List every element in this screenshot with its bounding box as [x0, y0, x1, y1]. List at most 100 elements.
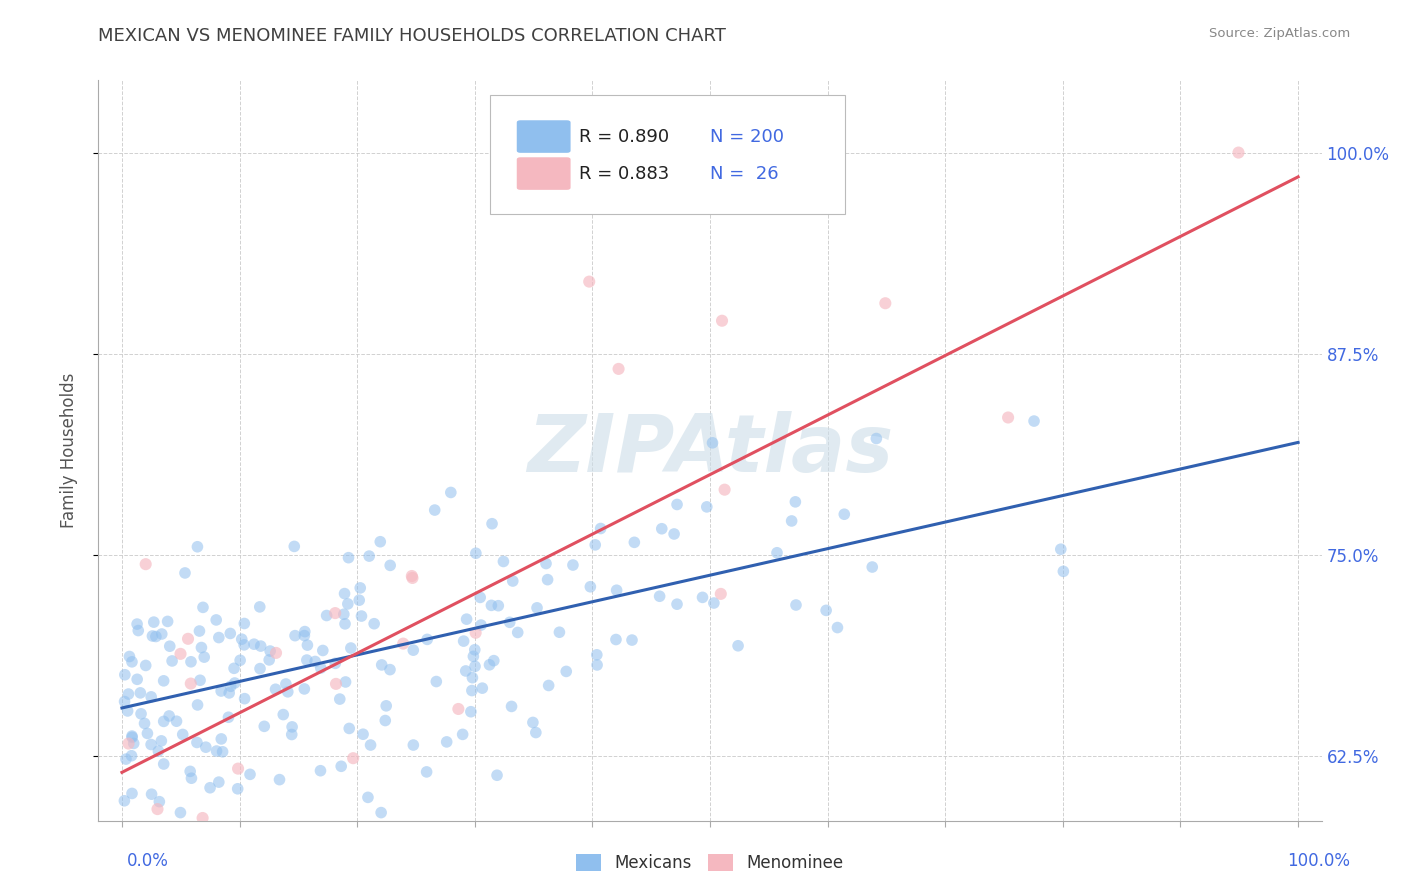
- Point: [380, 558, 402, 573]
- Point: [482, 654, 505, 668]
- Point: [347, 593, 370, 607]
- Point: [506, 625, 529, 640]
- Point: [219, 626, 242, 640]
- Point: [461, 671, 484, 685]
- Point: [464, 625, 486, 640]
- Point: [156, 615, 179, 629]
- Point: [114, 667, 136, 681]
- Point: [217, 710, 239, 724]
- Point: [224, 676, 246, 690]
- Point: [134, 716, 156, 731]
- Point: [666, 597, 689, 611]
- Point: [114, 694, 136, 708]
- Point: [536, 573, 558, 587]
- Point: [152, 714, 174, 729]
- Point: [193, 650, 215, 665]
- Point: [713, 483, 735, 497]
- Point: [122, 736, 145, 750]
- Point: [112, 794, 135, 808]
- Point: [766, 546, 789, 560]
- Point: [785, 598, 807, 612]
- Point: [264, 646, 287, 660]
- Point: [621, 633, 644, 648]
- Point: [187, 698, 209, 712]
- Text: R = 0.890: R = 0.890: [579, 128, 669, 145]
- Point: [662, 527, 685, 541]
- Point: [460, 705, 482, 719]
- Point: [205, 744, 228, 758]
- Point: [623, 535, 645, 549]
- Point: [357, 790, 380, 805]
- Point: [456, 612, 478, 626]
- Point: [257, 653, 280, 667]
- Point: [226, 781, 249, 796]
- Point: [402, 738, 425, 752]
- Point: [277, 685, 299, 699]
- Text: R = 0.883: R = 0.883: [579, 164, 669, 183]
- Point: [454, 664, 477, 678]
- Point: [297, 638, 319, 652]
- Point: [392, 637, 415, 651]
- Point: [280, 727, 302, 741]
- Point: [271, 707, 294, 722]
- Point: [211, 745, 233, 759]
- Point: [127, 673, 149, 687]
- Point: [486, 768, 509, 782]
- Point: [188, 624, 211, 638]
- Point: [727, 639, 749, 653]
- Point: [312, 643, 335, 657]
- Point: [205, 613, 228, 627]
- Point: [375, 698, 398, 713]
- Point: [451, 727, 474, 741]
- Point: [370, 805, 392, 820]
- Point: [464, 642, 486, 657]
- Point: [471, 681, 494, 695]
- Point: [208, 631, 231, 645]
- Point: [233, 616, 256, 631]
- Point: [233, 691, 256, 706]
- Point: [378, 663, 401, 677]
- Point: [586, 657, 609, 672]
- Text: MEXICAN VS MENOMINEE FAMILY HOUSEHOLDS CORRELATION CHART: MEXICAN VS MENOMINEE FAMILY HOUSEHOLDS C…: [98, 27, 727, 45]
- Point: [148, 744, 170, 758]
- Point: [325, 677, 347, 691]
- Point: [827, 621, 849, 635]
- Point: [502, 574, 524, 588]
- Point: [191, 811, 214, 825]
- Y-axis label: Family Households: Family Households: [59, 373, 77, 528]
- Point: [186, 735, 208, 749]
- Point: [141, 787, 163, 801]
- Point: [606, 583, 628, 598]
- Point: [136, 726, 159, 740]
- Point: [349, 581, 371, 595]
- Point: [148, 795, 170, 809]
- Point: [860, 560, 883, 574]
- Point: [121, 731, 143, 745]
- Point: [415, 764, 437, 779]
- Point: [374, 714, 396, 728]
- Point: [146, 802, 169, 816]
- Point: [249, 639, 271, 653]
- Point: [259, 644, 281, 658]
- Point: [294, 624, 316, 639]
- Point: [360, 738, 382, 752]
- Point: [150, 734, 173, 748]
- Point: [534, 557, 557, 571]
- Point: [179, 764, 201, 779]
- Point: [363, 616, 385, 631]
- Point: [352, 727, 374, 741]
- Point: [160, 843, 183, 857]
- Point: [464, 659, 486, 673]
- Point: [711, 314, 734, 328]
- Point: [651, 522, 673, 536]
- Point: [578, 275, 600, 289]
- Point: [292, 629, 315, 643]
- Point: [274, 677, 297, 691]
- Point: [180, 676, 202, 690]
- Point: [337, 550, 360, 565]
- Point: [121, 748, 143, 763]
- Point: [121, 655, 143, 669]
- Point: [336, 597, 359, 611]
- Point: [710, 587, 733, 601]
- Point: [127, 617, 149, 632]
